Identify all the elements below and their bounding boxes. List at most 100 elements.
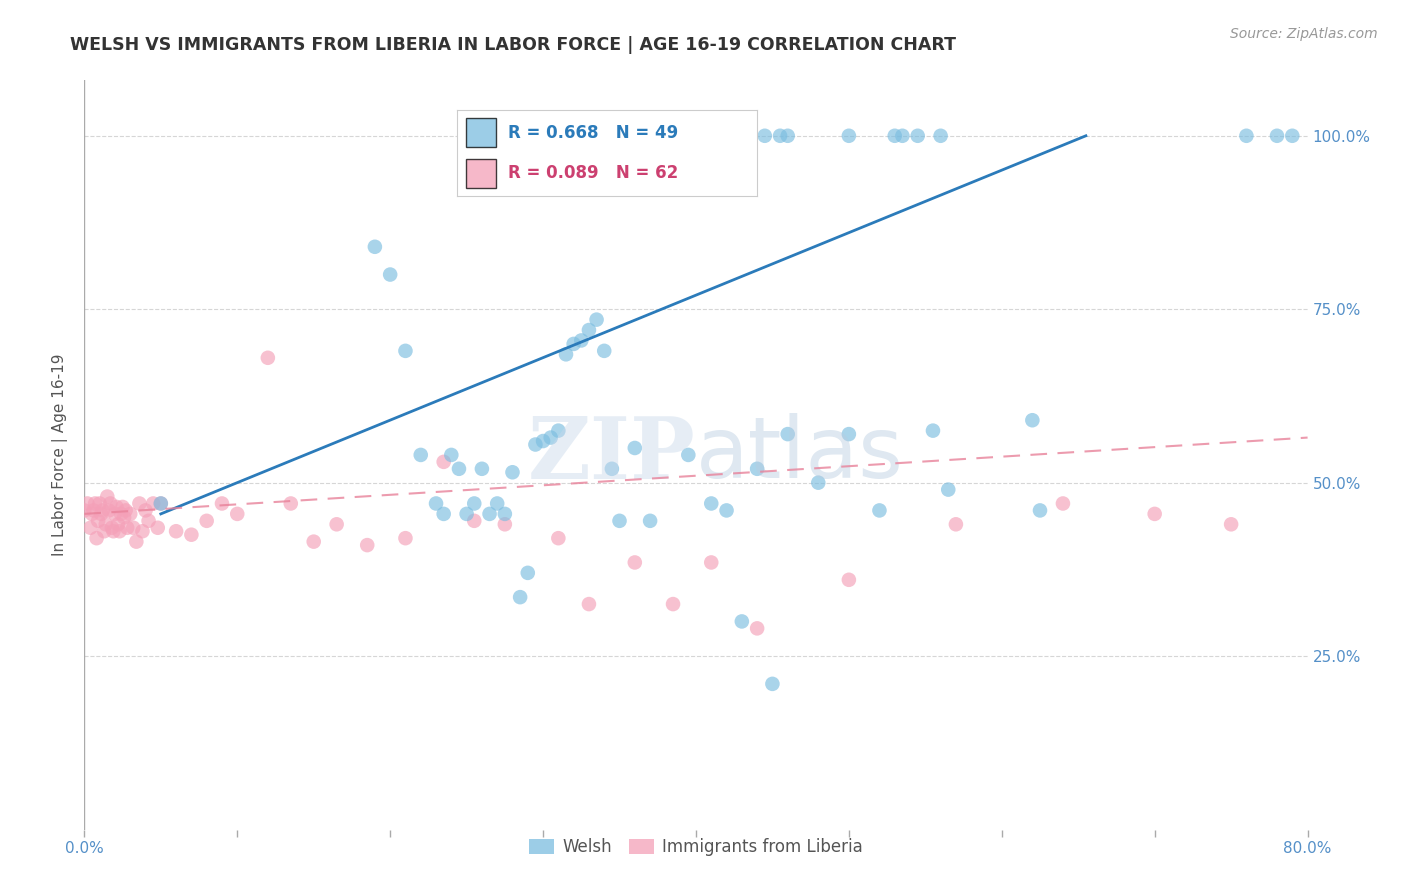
Point [769, 128, 792, 143]
Point [600, 462, 623, 476]
Point [456, 507, 478, 521]
Point [195, 514, 218, 528]
Point [1281, 128, 1303, 143]
Point [585, 312, 607, 326]
Point [555, 347, 578, 361]
Point [149, 496, 172, 510]
Point [108, 524, 131, 539]
Point [716, 503, 738, 517]
Point [486, 496, 509, 510]
Point [838, 573, 860, 587]
Point [547, 424, 569, 438]
Point [907, 128, 929, 143]
Point [105, 500, 128, 514]
Point [509, 590, 531, 604]
Point [547, 531, 569, 545]
Point [662, 597, 685, 611]
Point [731, 615, 754, 629]
Point [87, 514, 110, 528]
Point [569, 334, 592, 348]
Point [425, 496, 447, 510]
Point [700, 556, 723, 570]
Point [838, 427, 860, 442]
Point [149, 496, 172, 510]
Point [394, 531, 416, 545]
Point [494, 517, 516, 532]
Point [394, 343, 416, 358]
Point [409, 448, 432, 462]
Point [302, 534, 325, 549]
Point [226, 507, 249, 521]
Point [700, 496, 723, 510]
Point [578, 323, 600, 337]
Point [1021, 413, 1043, 427]
Point [83, 503, 105, 517]
Point [747, 621, 769, 635]
Text: WELSH VS IMMIGRANTS FROM LIBERIA IN LABOR FORCE | AGE 16-19 CORRELATION CHART: WELSH VS IMMIGRANTS FROM LIBERIA IN LABO… [70, 36, 956, 54]
Point [531, 434, 554, 448]
Point [716, 128, 738, 143]
Point [869, 503, 891, 517]
Point [211, 496, 233, 510]
Point [180, 527, 202, 541]
Point [325, 517, 347, 532]
Point [107, 517, 129, 532]
Point [91, 503, 114, 517]
Point [356, 538, 378, 552]
Point [478, 507, 501, 521]
Point [165, 524, 187, 539]
Point [922, 424, 945, 438]
Point [776, 128, 799, 143]
Point [807, 475, 830, 490]
Point [609, 514, 631, 528]
Point [104, 507, 127, 521]
Point [120, 507, 142, 521]
Point [1029, 503, 1052, 517]
Point [502, 465, 524, 479]
Point [80, 507, 103, 521]
Point [280, 496, 302, 510]
Point [945, 517, 967, 532]
Point [79, 521, 101, 535]
Point [90, 507, 112, 521]
Point [447, 462, 470, 476]
Point [638, 514, 661, 528]
Point [89, 496, 111, 510]
Point [96, 490, 118, 504]
Point [73, 503, 96, 517]
Point [111, 500, 134, 514]
Point [257, 351, 280, 365]
Text: Source: ZipAtlas.com: Source: ZipAtlas.com [1230, 27, 1378, 41]
Point [738, 128, 761, 143]
Y-axis label: In Labor Force | Age 16-19: In Labor Force | Age 16-19 [52, 353, 69, 557]
Point [103, 524, 125, 539]
Point [936, 483, 959, 497]
Point [463, 514, 485, 528]
Point [678, 448, 700, 462]
Point [110, 507, 132, 521]
Point [135, 503, 157, 517]
Point [540, 431, 562, 445]
Point [440, 448, 463, 462]
Point [364, 240, 387, 254]
Point [1236, 128, 1258, 143]
Point [1143, 507, 1166, 521]
Point [128, 496, 150, 510]
Point [761, 677, 783, 691]
Point [115, 521, 138, 535]
Point [754, 128, 776, 143]
Point [593, 343, 616, 358]
Point [562, 337, 585, 351]
Point [380, 268, 402, 282]
Point [76, 496, 98, 510]
Point [125, 534, 148, 549]
Point [131, 524, 153, 539]
Point [84, 496, 107, 510]
Point [838, 128, 860, 143]
Point [1220, 517, 1243, 532]
Legend: Welsh, Immigrants from Liberia: Welsh, Immigrants from Liberia [523, 831, 869, 863]
Point [146, 521, 169, 535]
Point [929, 128, 952, 143]
Point [1265, 128, 1288, 143]
Text: atlas: atlas [696, 413, 904, 497]
